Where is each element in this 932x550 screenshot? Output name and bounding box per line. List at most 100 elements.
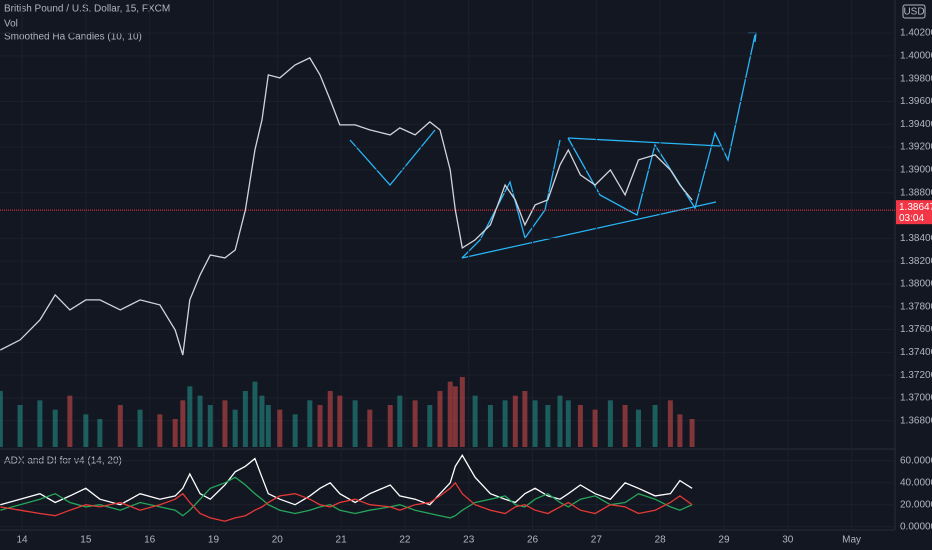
volume-bar (242, 391, 248, 447)
volume-bar (522, 391, 528, 447)
y-tick-label: 1.39400 (900, 119, 932, 130)
volume-bar (592, 409, 598, 447)
y-tick-label: 1.37200 (900, 370, 932, 381)
y-tick-label: 1.38200 (900, 256, 932, 267)
volume-bar (452, 386, 458, 447)
volume-bar (412, 400, 418, 447)
x-tick-label: 14 (16, 535, 28, 546)
volume-bar (387, 405, 393, 447)
last-price-label: 1.38647 (899, 202, 932, 213)
volume-bar (157, 414, 163, 447)
volume-label: Vol (4, 19, 18, 30)
x-tick-label: 21 (336, 535, 348, 546)
volume-bar (307, 400, 313, 447)
chart-title: British Pound / U.S. Dollar, 15, FXCM (4, 4, 170, 15)
volume-bar (97, 419, 103, 447)
x-tick-label: 15 (80, 535, 92, 546)
x-tick-label: May (842, 535, 861, 546)
volume-bar (502, 400, 508, 447)
volume-bar (472, 395, 478, 447)
volume-bar (317, 405, 323, 447)
volume-bar (17, 405, 23, 447)
volume-bar (667, 400, 673, 447)
y-tick-label: 1.39600 (900, 96, 932, 107)
volume-bar (577, 405, 583, 447)
currency[interactable]: USD (903, 7, 924, 18)
y-tick-label: 1.37800 (900, 301, 932, 312)
volume-bar (197, 395, 203, 447)
y-tick-label: 1.37000 (900, 393, 932, 404)
volume-bar (487, 405, 493, 447)
x-tick-label: 27 (591, 535, 603, 546)
series-line (0, 481, 693, 522)
x-tick-label: 20 (272, 535, 284, 546)
volume-bar (292, 414, 298, 447)
volume-bar (232, 409, 238, 447)
volume-bar (259, 395, 265, 447)
series-line (0, 57, 693, 356)
volume-bar (459, 377, 465, 447)
x-tick-label: 22 (399, 535, 411, 546)
volume-bar (277, 409, 283, 447)
volume-bar (0, 391, 3, 447)
volume-bar (557, 395, 563, 447)
y-tick-label: 1.37600 (900, 324, 932, 335)
series-line (0, 454, 693, 506)
volume-bar (180, 400, 186, 447)
volume-bar (252, 381, 258, 447)
volume-bar (265, 405, 271, 447)
volume-bar (565, 400, 571, 447)
volume-bar (689, 419, 695, 447)
x-tick-label: 26 (527, 535, 539, 546)
y-tick-label: 1.37400 (900, 347, 932, 358)
y-tick-label: 20.00000 (900, 499, 932, 510)
volume-bar (222, 400, 228, 447)
volume-bar (187, 386, 193, 447)
x-tick-label: 29 (718, 535, 730, 546)
volume-bar (37, 400, 43, 447)
drawing (349, 129, 436, 187)
volume-bar (67, 395, 73, 447)
trend-line (461, 201, 717, 259)
volume-bar (652, 405, 658, 447)
x-tick-label: 23 (463, 535, 475, 546)
volume-bar (337, 395, 343, 447)
volume-bar (437, 391, 443, 447)
volume-bar (622, 405, 628, 447)
y-tick-label: 0.00000 (900, 521, 932, 532)
x-tick-label: 30 (782, 535, 794, 546)
volume-bar (352, 400, 358, 447)
volume-bar (427, 405, 433, 447)
volume-bar (367, 409, 373, 447)
y-tick-label: 1.39200 (900, 142, 932, 153)
series-line (0, 476, 693, 519)
volume-bar (512, 395, 518, 447)
y-tick-label: 40.00000 (900, 477, 932, 488)
last-price-badge (896, 200, 932, 225)
volume-bar (172, 419, 178, 447)
trend-line (567, 137, 721, 147)
volume-bar (607, 400, 613, 447)
currency-badge[interactable] (902, 4, 926, 19)
y-tick-label: 1.40000 (900, 51, 932, 62)
volume-bar (327, 391, 333, 447)
y-tick-label: 1.38000 (900, 279, 932, 290)
volume-bar (532, 400, 538, 447)
volume-bar (207, 405, 213, 447)
volume-bar (117, 405, 123, 447)
x-tick-label: 28 (655, 535, 667, 546)
y-tick-label: 60.00000 (900, 455, 932, 466)
volume-bar (635, 409, 641, 447)
y-tick-label: 1.38400 (900, 233, 932, 244)
volume-bar (397, 395, 403, 447)
y-tick-label: 1.40200 (900, 28, 932, 39)
drawings (349, 32, 757, 259)
y-tick-label: 1.38800 (900, 187, 932, 198)
x-tick-label: 16 (144, 535, 156, 546)
volume-bar (677, 414, 683, 447)
volume-bar (545, 405, 551, 447)
y-tick-label: 1.36800 (900, 415, 932, 426)
x-tick-label: 19 (208, 535, 220, 546)
volume-bar (83, 414, 89, 447)
